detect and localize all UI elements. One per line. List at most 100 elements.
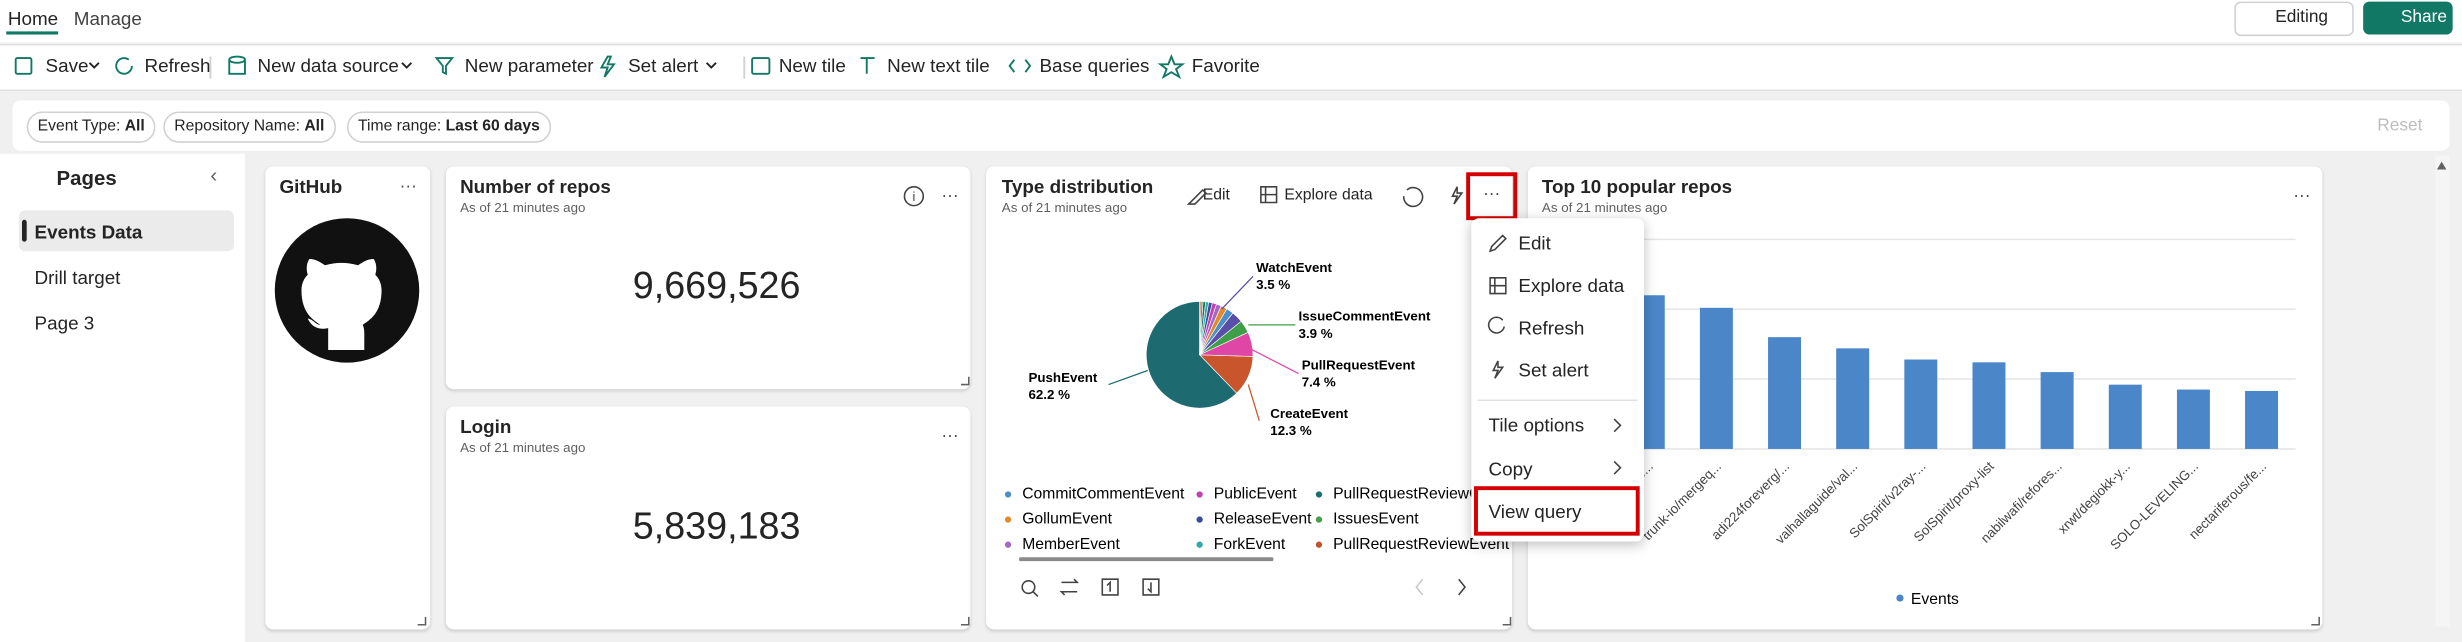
pages-title: Pages xyxy=(56,166,117,190)
leader-line xyxy=(1221,275,1254,310)
tile-subtitle: As of 21 minutes ago xyxy=(1541,199,1668,216)
legend-dot xyxy=(1896,594,1904,602)
slice-name: IssueCommentEvent xyxy=(1299,309,1431,324)
filter-value: Last 60 days xyxy=(445,117,540,135)
legend-dot xyxy=(1315,541,1323,548)
tile-title: Number of repos xyxy=(460,175,611,198)
pie-slice xyxy=(1145,301,1238,409)
page-indicator xyxy=(21,219,27,242)
legend-dot xyxy=(1196,516,1203,523)
kpi-value: 5,839,183 xyxy=(632,505,801,548)
svg-text:···: ··· xyxy=(400,175,417,195)
leader-line xyxy=(1108,369,1149,386)
tile-subtitle: As of 21 minutes ago xyxy=(1001,199,1128,216)
menu-item[interactable]: Explore data xyxy=(1518,274,1625,297)
page-item[interactable]: Events Data xyxy=(34,221,143,244)
legend-dot xyxy=(1196,541,1203,548)
legend-dot xyxy=(1315,491,1323,498)
page-item[interactable]: Drill target xyxy=(34,266,121,289)
menu-item[interactable]: Edit xyxy=(1518,232,1551,255)
x-tick-label: xrwt/degiokk-y... xyxy=(2055,459,2133,537)
legend-dot xyxy=(1196,491,1203,498)
tile-icons: ··· ··· ··· ··· i ··· xyxy=(400,175,2320,626)
menu-item[interactable]: Set alert xyxy=(1518,359,1589,382)
svg-text:···: ··· xyxy=(941,425,958,445)
filter-pill[interactable]: Time range: Last 60 days xyxy=(347,111,551,143)
toolbar-item[interactable]: New tile xyxy=(778,54,846,77)
filter-label: Repository Name: xyxy=(174,117,300,135)
bar xyxy=(1904,359,1938,449)
share-label: Share xyxy=(2400,7,2447,27)
filter-pill[interactable]: Event Type: All xyxy=(26,111,156,143)
editing-button[interactable] xyxy=(2234,1,2354,37)
bar xyxy=(1768,337,1802,449)
collapse-icon[interactable]: ‹ xyxy=(210,163,218,187)
svg-text:i: i xyxy=(912,190,915,204)
slice-name: PullRequestEvent xyxy=(1302,357,1416,372)
tab[interactable]: Home xyxy=(7,7,59,30)
reset-button[interactable]: Reset xyxy=(2377,116,2423,135)
toolbar-item[interactable]: Base queries xyxy=(1039,54,1150,77)
menu-item[interactable]: Tile options xyxy=(1488,414,1585,437)
tab-underline xyxy=(6,31,59,35)
tile-subtitle: As of 21 minutes ago xyxy=(460,199,586,216)
filter-label: Time range: xyxy=(358,117,442,135)
slice-value: 62.2 % xyxy=(1028,387,1070,402)
tab[interactable]: Manage xyxy=(73,7,142,30)
tile-title: Login xyxy=(460,415,512,438)
legend-dot xyxy=(1315,516,1323,523)
tile-subtitle: As of 21 minutes ago xyxy=(460,439,586,456)
legend-dot xyxy=(1004,491,1012,498)
top-bar xyxy=(0,0,2462,43)
kpi-value: 9,669,526 xyxy=(632,265,801,308)
page-item[interactable]: Page 3 xyxy=(34,312,95,335)
legend-label: CommitCommentEvent xyxy=(1022,486,1185,503)
legend-label: ReleaseEvent xyxy=(1214,511,1312,528)
bar xyxy=(1836,348,1870,449)
svg-text:···: ··· xyxy=(1483,183,1500,203)
menu-item[interactable]: View query xyxy=(1488,500,1582,523)
slice-name: PushEvent xyxy=(1028,370,1097,385)
toolbar xyxy=(0,43,2462,92)
filter-pill[interactable]: Repository Name: All xyxy=(163,111,336,143)
github-logo xyxy=(274,218,420,363)
toolbar-item[interactable]: New parameter xyxy=(464,54,594,77)
tile-action[interactable]: Edit xyxy=(1202,186,1230,205)
leader-line xyxy=(1243,344,1299,375)
legend-label: PullRequestReviewEvent xyxy=(1333,536,1510,553)
tile-action[interactable]: Explore data xyxy=(1284,186,1373,205)
menu-item[interactable]: Refresh xyxy=(1518,317,1585,340)
slice-name: CreateEvent xyxy=(1270,406,1348,421)
filter-label: Event Type: xyxy=(37,117,121,135)
tile-title: Top 10 popular repos xyxy=(1541,175,1733,198)
bar xyxy=(2176,389,2210,449)
bar xyxy=(2108,384,2142,449)
page-selected-bg xyxy=(18,210,234,252)
slice-value: 7.4 % xyxy=(1302,375,1336,390)
bar xyxy=(2245,390,2279,449)
menu-icons xyxy=(1474,234,1640,536)
legend-label: IssuesEvent xyxy=(1333,511,1419,528)
editing-label: Editing xyxy=(2275,7,2329,27)
legend-label: PullRequestReviewCo xyxy=(1333,486,1489,503)
leader-line xyxy=(1247,384,1260,421)
bar xyxy=(1972,362,2006,449)
legend-label: PublicEvent xyxy=(1214,486,1297,503)
bar xyxy=(2040,372,2074,449)
menu-item[interactable]: Copy xyxy=(1488,458,1533,481)
toolbar-item[interactable]: New data source xyxy=(257,54,399,77)
toolbar-item[interactable]: Refresh xyxy=(144,54,211,77)
toolbar-item[interactable]: Save xyxy=(45,54,89,77)
share-button[interactable] xyxy=(2363,1,2453,35)
svg-text:···: ··· xyxy=(2293,185,2310,205)
toolbar-item[interactable]: Set alert xyxy=(628,54,699,77)
toolbar-item[interactable]: Favorite xyxy=(1191,54,1260,77)
filter-value: All xyxy=(124,117,145,135)
tile-title: GitHub xyxy=(279,175,343,198)
tile xyxy=(986,166,1513,630)
svg-text:···: ··· xyxy=(941,185,958,205)
toolbar-item[interactable]: New text tile xyxy=(887,54,990,77)
slice-value: 3.5 % xyxy=(1256,277,1290,292)
